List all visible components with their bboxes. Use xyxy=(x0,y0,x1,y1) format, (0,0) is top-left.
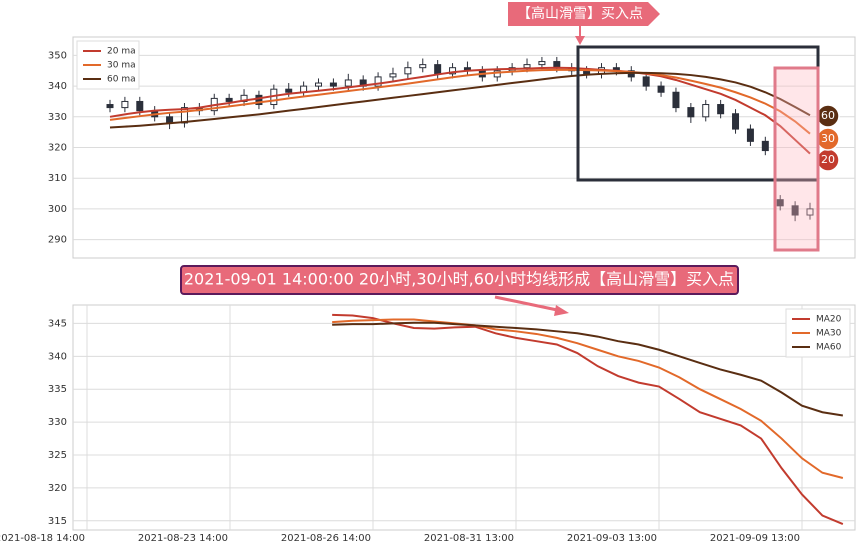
candle-body xyxy=(642,76,650,87)
candle-body xyxy=(136,100,144,112)
y-tick-label: 320 xyxy=(48,483,67,494)
legend-label: MA60 xyxy=(816,343,842,353)
candle-body xyxy=(434,64,442,75)
candle-body xyxy=(657,85,665,93)
candle-body xyxy=(344,79,352,87)
callout-arrow-head xyxy=(575,36,585,45)
x-tick-label: 2021-08-26 14:00 xyxy=(281,533,371,544)
candle-body xyxy=(732,113,740,130)
y-tick-label: 350 xyxy=(48,50,67,61)
y-tick-label: 340 xyxy=(48,81,67,92)
candle-body xyxy=(121,100,129,109)
ma-line xyxy=(109,66,811,155)
y-tick-label: 310 xyxy=(48,173,67,184)
y-tick-label: 340 xyxy=(48,351,67,362)
candle-body xyxy=(538,61,546,66)
legend-label: 30 ma xyxy=(107,61,136,71)
ma-line xyxy=(332,313,844,526)
bottom-plot-area xyxy=(72,304,856,531)
candle-body xyxy=(404,67,412,75)
candle-body xyxy=(255,94,263,106)
candle-body xyxy=(523,64,531,69)
x-tick-label: 2021-08-23 14:00 xyxy=(138,533,228,544)
banner-text: 2021-09-01 14:00:00 20小时,30小时,60小时均线形成【高… xyxy=(184,270,734,289)
candle-body xyxy=(687,107,695,118)
ma-line xyxy=(109,71,811,129)
candle-body xyxy=(225,97,233,102)
y-tick-label: 345 xyxy=(48,318,67,329)
y-tick-label: 325 xyxy=(48,450,67,461)
candle-body xyxy=(106,104,114,109)
candle-body xyxy=(717,104,725,115)
candle-body xyxy=(583,70,591,75)
end-badge-label: 30 xyxy=(821,132,835,145)
legend-label: MA30 xyxy=(816,329,842,339)
candle-body xyxy=(285,88,293,93)
callout-text: 【高山滑雪】买入点 xyxy=(517,5,643,22)
x-tick-label: 2021-09-09 13:00 xyxy=(710,533,800,544)
candle-body xyxy=(672,91,680,109)
x-tick-label: 2021-09-03 13:00 xyxy=(567,533,657,544)
y-tick-label: 330 xyxy=(48,112,67,123)
y-tick-label: 315 xyxy=(48,516,67,527)
ma-line xyxy=(109,68,811,135)
top-chart: 290 300 310 320 330 340 350 20 ma 30 ma 60 ma 20 30… xyxy=(48,40,855,246)
callout-box xyxy=(508,2,660,26)
candle-body xyxy=(329,82,337,87)
y-tick-label: 290 xyxy=(48,235,67,246)
y-tick-label: 335 xyxy=(48,384,67,395)
candle-body xyxy=(791,205,799,216)
bottom-chart: 315 320 325 330 335 340 345 2021-08-18 14:00 202… xyxy=(0,305,855,544)
candle-body xyxy=(449,67,457,75)
candle-body xyxy=(374,76,382,87)
signal-box xyxy=(773,66,820,252)
x-tick-label: 2021-08-31 13:00 xyxy=(424,533,514,544)
y-tick-label: 320 xyxy=(48,143,67,154)
banner-arrow-head xyxy=(554,305,569,316)
ma-line xyxy=(332,321,844,417)
candle-body xyxy=(315,82,323,87)
x-tick-label: 2021-08-18 14:00 xyxy=(0,533,85,544)
end-badge-label: 20 xyxy=(821,153,835,166)
candle-body xyxy=(776,199,784,207)
candle-body xyxy=(761,140,769,152)
y-tick-label: 300 xyxy=(48,204,67,215)
candle-body xyxy=(702,104,710,118)
end-badge-label: 60 xyxy=(821,109,835,122)
legend-label: MA20 xyxy=(816,315,842,325)
banner-arrow xyxy=(494,295,563,313)
y-tick-label: 330 xyxy=(48,417,67,428)
banner xyxy=(180,265,739,295)
ma-line xyxy=(332,318,844,479)
candle-body xyxy=(746,128,754,142)
candle-body xyxy=(166,116,174,124)
candle-body xyxy=(389,73,397,78)
candle-body xyxy=(806,208,814,216)
legend-label: 60 ma xyxy=(107,75,136,85)
legend-label: 20 ma xyxy=(107,47,136,57)
candle-body xyxy=(419,64,427,69)
